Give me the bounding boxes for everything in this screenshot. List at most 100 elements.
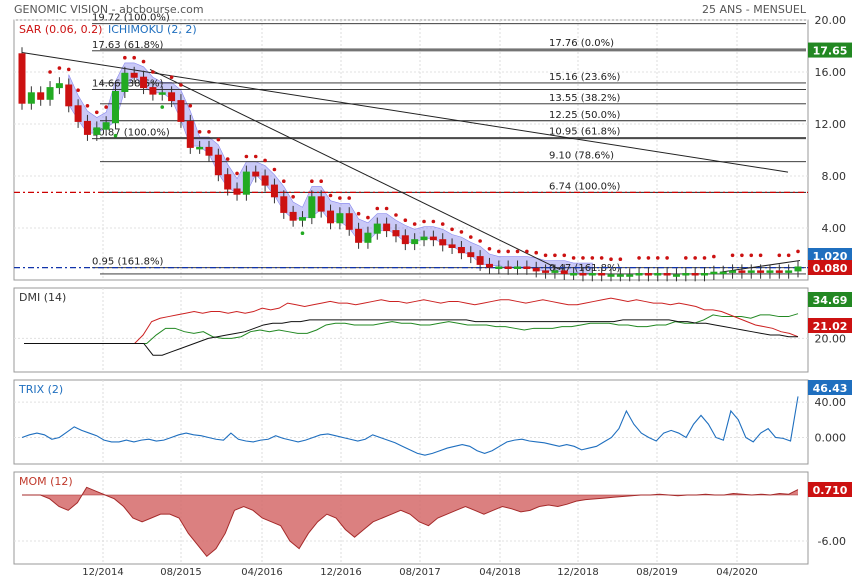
fib-label: 15.16 (23.6%): [549, 72, 620, 83]
price-badge: 1.020: [813, 250, 848, 263]
sar-dot: [543, 253, 548, 258]
candle-body: [598, 273, 606, 276]
candle-body: [626, 274, 634, 277]
candle-body: [448, 244, 456, 248]
sar-dot: [328, 193, 333, 198]
sar-dot: [272, 167, 277, 172]
candle-body: [345, 213, 353, 230]
x-tick-label: 04/2016: [241, 567, 283, 578]
candle-body: [457, 247, 465, 254]
sar-dot: [468, 235, 473, 239]
price-badge-bg: [808, 260, 852, 275]
ichimoku-cloud: [68, 62, 593, 274]
sar-dot: [347, 196, 352, 200]
candle-body: [327, 210, 335, 224]
candle-body: [233, 188, 241, 195]
sar-dot: [609, 257, 613, 262]
fib-label: 13.55 (38.2%): [549, 93, 620, 104]
candle-body: [46, 87, 54, 100]
dmi-badge: 21.02: [813, 320, 848, 333]
x-tick-label: 12/2014: [82, 567, 124, 578]
candle-body: [570, 273, 578, 276]
candle-body: [616, 274, 624, 277]
candle-body: [701, 273, 709, 276]
sar-dot: [94, 110, 99, 115]
candle-body: [794, 266, 802, 272]
candle-body: [308, 196, 316, 219]
sar-dot: [319, 179, 323, 183]
candle-body: [663, 273, 671, 276]
sar-dot: [459, 230, 464, 234]
sar-dot: [599, 256, 604, 260]
candle-body: [785, 270, 793, 273]
candle-body: [514, 266, 522, 269]
trend-line: [149, 68, 561, 271]
sar-dot: [76, 88, 80, 92]
sar-dot: [104, 105, 108, 109]
sar-dot: [431, 219, 436, 224]
sar-dot: [85, 104, 90, 108]
candle-body: [551, 270, 559, 273]
candle-body: [738, 270, 746, 273]
sar-dot: [113, 133, 118, 138]
candle-body: [373, 223, 381, 234]
legend-ichimoku: ICHIMOKU (2, 2): [108, 23, 197, 36]
sar-dot: [235, 171, 239, 176]
candle-body: [280, 196, 288, 213]
y-tick-label: 40.00: [815, 396, 847, 409]
sar-dot: [693, 256, 697, 260]
y-tick-label: 20.00: [815, 332, 847, 345]
sar-dot: [356, 211, 361, 216]
fib-label: 0.47 (161.8%): [549, 263, 620, 274]
sar-dot: [497, 249, 501, 254]
sar-dot: [646, 256, 651, 260]
candle-body: [298, 217, 306, 221]
fib-label: 9.10 (78.6%): [549, 151, 614, 162]
candle-body: [439, 239, 447, 246]
sar-dot: [141, 59, 146, 64]
dmi-line-DI+: [24, 313, 799, 344]
candle-body: [289, 211, 297, 221]
chart-title: GENOMIC VISION - abcbourse.com: [14, 3, 204, 16]
sar-dot: [169, 75, 174, 79]
sar-dot: [749, 253, 754, 258]
candle-body: [757, 270, 765, 273]
candle-body: [588, 273, 596, 276]
mom-area: [22, 487, 798, 557]
dmi-badge: 34.69: [813, 294, 848, 307]
sar-dot: [758, 253, 763, 258]
candle-body: [364, 232, 372, 243]
candle-body: [654, 273, 662, 276]
sar-dot: [553, 253, 557, 258]
candle-body: [74, 105, 82, 122]
candle-body: [65, 84, 73, 107]
sar-dot: [263, 158, 267, 163]
candle-body: [121, 72, 129, 93]
sar-dot: [440, 222, 445, 226]
candle-body: [392, 230, 400, 237]
trend-line: [719, 260, 801, 273]
legend-sar: SAR (0.06, 0.2): [19, 23, 102, 36]
x-tick-label: 12/2018: [557, 567, 599, 578]
candle-body: [672, 274, 680, 277]
x-tick-label: 08/2019: [636, 567, 678, 578]
dmi-badge-bg: [808, 318, 852, 333]
candle-body: [214, 154, 222, 176]
sar-dot: [338, 196, 342, 200]
sar-dot: [478, 239, 482, 243]
fib-label: 10.95 (61.8%): [549, 127, 620, 138]
mom-badge: 0.710: [813, 484, 848, 497]
sar-dot: [581, 256, 585, 260]
candle-body: [532, 267, 540, 272]
candle-body: [766, 270, 774, 273]
sar-dot: [225, 157, 230, 161]
candle-body: [27, 92, 35, 104]
mom-badge-bg: [808, 482, 852, 497]
legend-trix: TRIX (2): [18, 383, 63, 396]
candle-body: [261, 175, 269, 186]
sar-dot: [730, 253, 735, 258]
candle-body: [270, 184, 278, 198]
sar-dot: [394, 213, 398, 217]
candle-body: [83, 120, 91, 135]
